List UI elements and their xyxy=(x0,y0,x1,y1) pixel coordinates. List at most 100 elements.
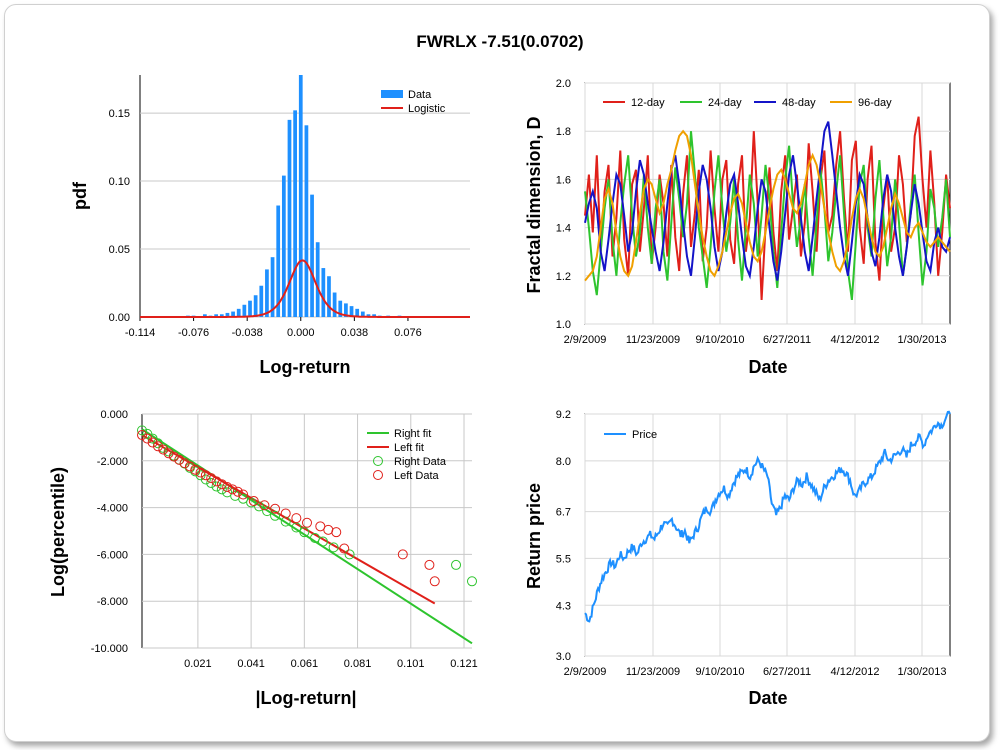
left-data-point xyxy=(216,479,227,490)
y-tick-label: 4.3 xyxy=(556,600,571,612)
left-data-point xyxy=(179,458,190,469)
x-tick-label: 0.021 xyxy=(184,658,212,670)
y-tick-label: -2.000 xyxy=(97,456,128,468)
y-tick-label: 1.0 xyxy=(556,319,571,331)
price-panel: 3.0 4.3 5.5 6.7 8.0 9.2 2/9/2009 11/23/2009 9/10… xyxy=(524,409,951,708)
histogram-bar xyxy=(366,314,371,317)
histogram-bar xyxy=(265,269,269,317)
histogram-bar xyxy=(360,311,365,317)
right-data-point xyxy=(467,576,477,587)
x-tick-label: -0.076 xyxy=(178,327,209,339)
y-tick-label: 0.000 xyxy=(100,409,128,421)
histogram-bar xyxy=(259,285,264,317)
x-tick-label: 11/23/2009 xyxy=(626,666,680,678)
histogram-bar xyxy=(281,175,286,317)
left-data-point xyxy=(200,470,211,481)
x-tick-label: 0.101 xyxy=(397,658,425,670)
histogram-bar xyxy=(310,194,314,317)
left-data-point xyxy=(397,549,408,560)
y-tick-label: 2.0 xyxy=(556,78,571,90)
left-data-point xyxy=(259,500,270,511)
x-tick-label: -0.038 xyxy=(232,327,263,339)
fractal-panel: 1.0 1.2 1.4 1.6 1.8 2.0 2/9/2009 11/23/2009 9/10… xyxy=(524,78,951,377)
y-axis-title: Log(percentile) xyxy=(48,467,68,597)
y-tick-label: -6.000 xyxy=(97,549,128,561)
series-line-96-day xyxy=(584,129,951,282)
left-data-point xyxy=(158,444,169,455)
histogram-bar xyxy=(338,300,343,317)
y-tick-label: 1.6 xyxy=(556,174,571,186)
right-data-point xyxy=(344,549,355,560)
legend-data-swatch xyxy=(381,90,403,98)
legend-right-fit-label: Right fit xyxy=(394,428,431,440)
pdf-panel: 0.00 0.05 0.10 0.15 -0.114 -0.076 -0.038 0.000 0… xyxy=(70,75,470,377)
x-axis-title: Log-return xyxy=(260,357,351,377)
plot-frame xyxy=(584,413,951,657)
histogram-bar xyxy=(355,308,360,317)
right-data-point xyxy=(200,474,211,485)
right-data-point xyxy=(216,484,227,495)
x-axis-title: |Log-return| xyxy=(255,688,356,708)
x-tick-label: 1/30/2013 xyxy=(898,334,947,346)
x-tick-label: 0.121 xyxy=(450,658,478,670)
y-tick-label: 1.8 xyxy=(556,126,571,138)
histogram-bar xyxy=(349,306,354,317)
x-tick-label: -0.114 xyxy=(125,327,155,339)
legend-left-fit-label: Left fit xyxy=(394,442,424,454)
tail-panel: 0.000 -2.000 -4.000 -6.000 -8.000 -10.000 0.02… xyxy=(48,409,478,708)
x-tick-label: 2/9/2009 xyxy=(564,334,607,346)
right-data-point xyxy=(270,510,281,521)
y-tick-label: -4.000 xyxy=(97,503,128,515)
y-tick-label: 1.2 xyxy=(556,271,571,283)
legend-left-data-swatch xyxy=(373,470,383,480)
left-data-point xyxy=(331,527,342,538)
y-tick-label: 0.15 xyxy=(109,108,130,120)
left-data-point xyxy=(152,441,163,452)
legend-left-data-label: Left Data xyxy=(394,470,440,482)
right-data-point xyxy=(246,497,257,508)
left-data-point xyxy=(291,513,302,524)
left-data-point xyxy=(168,451,179,462)
x-tick-label: 9/10/2010 xyxy=(696,334,745,346)
left-data-point xyxy=(232,486,243,497)
histogram-bar xyxy=(287,119,292,317)
left-data-point xyxy=(248,496,259,507)
histogram-bar xyxy=(203,314,207,317)
histogram-bar xyxy=(315,242,320,317)
x-tick-label: 9/10/2010 xyxy=(696,666,745,678)
right-data-point xyxy=(280,516,291,527)
left-data-point xyxy=(227,484,238,495)
left-data-point xyxy=(222,482,233,493)
x-tick-label: 11/23/2009 xyxy=(626,334,680,346)
legend-label-96-day: 96-day xyxy=(858,97,892,109)
right-data-point xyxy=(206,478,217,489)
x-axis-title: Date xyxy=(748,357,787,377)
x-tick-label: 6/27/2011 xyxy=(763,334,811,346)
legend-right-data-label: Right Data xyxy=(394,456,447,468)
right-data-point xyxy=(262,506,273,517)
left-data-point xyxy=(137,430,147,441)
left-data-point xyxy=(339,543,350,554)
logistic-fit-line xyxy=(140,259,470,318)
x-tick-label: 1/30/2013 xyxy=(898,666,947,678)
x-tick-label: 0.038 xyxy=(341,327,369,339)
right-data-point xyxy=(238,493,249,504)
x-tick-label: 2/9/2009 xyxy=(564,666,607,678)
histogram-bar xyxy=(219,314,224,317)
left-data-point xyxy=(184,461,195,472)
left-data-point xyxy=(323,524,334,535)
x-tick-label: 0.076 xyxy=(394,327,422,339)
histogram-bar xyxy=(225,312,230,317)
histogram-bar xyxy=(248,300,252,317)
histogram-bar xyxy=(270,257,275,317)
legend-logistic-label: Logistic xyxy=(408,103,446,115)
y-tick-label: -8.000 xyxy=(97,596,128,608)
y-tick-label: 6.7 xyxy=(556,507,571,519)
left-data-point xyxy=(195,467,206,478)
y-tick-label: -10.000 xyxy=(91,643,128,655)
histogram-bar xyxy=(298,75,303,317)
legend-data-label: Data xyxy=(408,89,432,101)
page-title: FWRLX -7.51(0.0702) xyxy=(416,32,584,51)
y-tick-label: 0.00 xyxy=(109,312,130,324)
